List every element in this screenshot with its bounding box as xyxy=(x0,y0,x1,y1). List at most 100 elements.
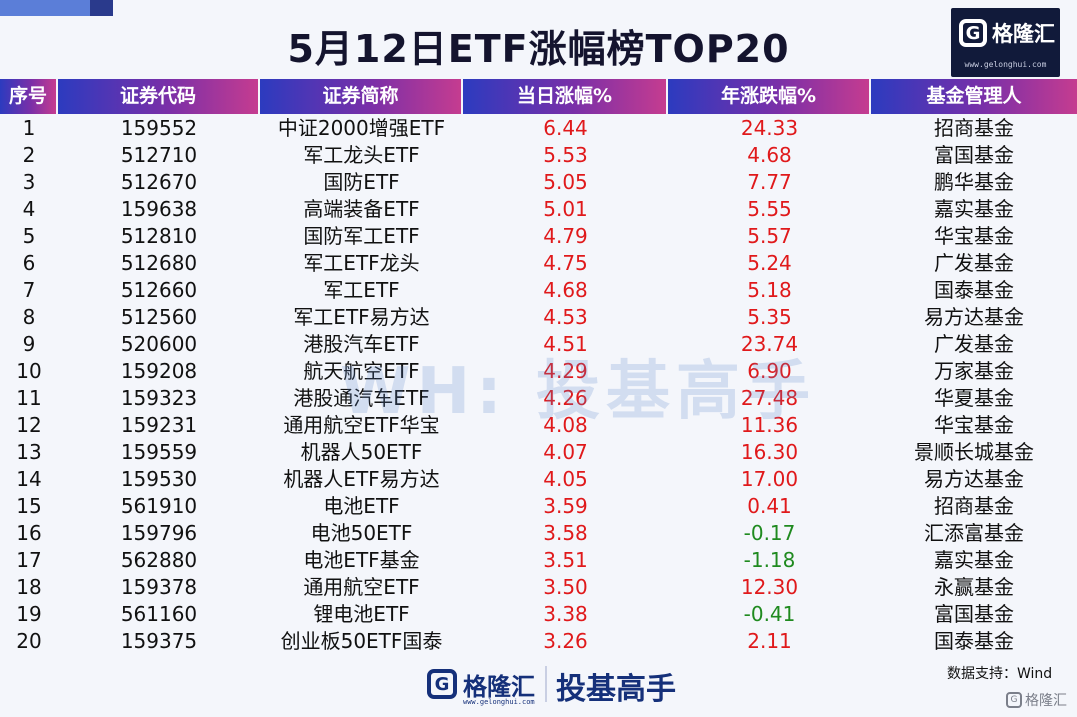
cell-manager: 国泰基金 xyxy=(934,629,1014,653)
table-row: 4 159638 高端装备ETF 5.01 5.55 嘉实基金 xyxy=(0,196,1077,223)
cell-day-change: 4.08 xyxy=(543,413,588,437)
cell-rank: 1 xyxy=(22,116,36,140)
cell-rank: 7 xyxy=(22,278,36,302)
cell-year-change: 11.36 xyxy=(740,413,799,437)
cell-name: 电池ETF xyxy=(323,494,400,518)
cell-name: 航天航空ETF xyxy=(303,359,420,383)
cell-rank: 11 xyxy=(16,386,42,410)
cell-rank: 2 xyxy=(22,143,36,167)
cell-day-change: 4.79 xyxy=(543,224,588,248)
cell-year-change: 12.30 xyxy=(740,575,799,599)
cell-year-change: -0.41 xyxy=(743,602,796,626)
cell-name: 电池ETF基金 xyxy=(303,548,420,572)
cell-day-change: 4.75 xyxy=(543,251,588,275)
footer-brand: 格隆汇 xyxy=(463,672,535,701)
cell-code: 561910 xyxy=(120,494,198,518)
cell-day-change: 3.51 xyxy=(543,548,588,572)
cell-name: 军工ETF易方达 xyxy=(293,305,430,329)
footer-g-icon: G xyxy=(427,669,457,699)
cell-rank: 14 xyxy=(16,467,42,491)
header-day-change: 当日涨幅% xyxy=(463,79,666,114)
cell-code: 562880 xyxy=(120,548,198,572)
cell-code: 159559 xyxy=(120,440,198,464)
cell-name: 国防ETF xyxy=(323,170,400,194)
cell-day-change: 4.53 xyxy=(543,305,588,329)
cell-day-change: 3.50 xyxy=(543,575,588,599)
footer-divider xyxy=(545,666,547,702)
cell-year-change: 2.11 xyxy=(747,629,792,653)
cell-code: 159231 xyxy=(120,413,198,437)
cell-manager: 广发基金 xyxy=(934,251,1014,275)
data-source: 数据支持：Wind xyxy=(947,666,1053,682)
table-row: 14 159530 机器人ETF易方达 4.05 17.00 易方达基金 xyxy=(0,466,1077,493)
cell-day-change: 6.44 xyxy=(543,116,588,140)
cell-rank: 10 xyxy=(16,359,42,383)
cell-manager: 易方达基金 xyxy=(924,305,1024,329)
table-row: 7 512660 军工ETF 4.68 5.18 国泰基金 xyxy=(0,277,1077,304)
cell-manager: 嘉实基金 xyxy=(934,548,1014,572)
table-row: 6 512680 军工ETF龙头 4.75 5.24 广发基金 xyxy=(0,250,1077,277)
cell-name: 中证2000增强ETF xyxy=(277,116,446,140)
table-row: 8 512560 军工ETF易方达 4.53 5.35 易方达基金 xyxy=(0,304,1077,331)
cell-year-change: 5.24 xyxy=(747,251,792,275)
cell-day-change: 3.58 xyxy=(543,521,588,545)
cell-manager: 富国基金 xyxy=(934,143,1014,167)
cell-year-change: -0.17 xyxy=(743,521,796,545)
cell-rank: 9 xyxy=(22,332,36,356)
cell-day-change: 5.05 xyxy=(543,170,588,194)
cell-code: 512670 xyxy=(120,170,198,194)
cell-name: 军工ETF xyxy=(323,278,400,302)
cell-name: 创业板50ETF国泰 xyxy=(280,629,443,653)
cell-year-change: 23.74 xyxy=(740,332,799,356)
cell-name: 港股通汽车ETF xyxy=(293,386,430,410)
cell-day-change: 3.26 xyxy=(543,629,588,653)
cell-day-change: 4.51 xyxy=(543,332,588,356)
cell-name: 国防军工ETF xyxy=(303,224,420,248)
cell-year-change: 5.57 xyxy=(747,224,792,248)
cell-day-change: 3.59 xyxy=(543,494,588,518)
cell-manager: 国泰基金 xyxy=(934,278,1014,302)
cell-year-change: 27.48 xyxy=(740,386,799,410)
logo-brand: 格隆汇 xyxy=(992,22,1055,46)
cell-manager: 华宝基金 xyxy=(934,224,1014,248)
cell-code: 561160 xyxy=(120,602,198,626)
cell-year-change: 4.68 xyxy=(747,143,792,167)
cell-code: 159638 xyxy=(120,197,198,221)
cell-name: 机器人50ETF xyxy=(300,440,423,464)
cell-code: 159796 xyxy=(120,521,198,545)
cell-rank: 12 xyxy=(16,413,42,437)
table-row: 2 512710 军工龙头ETF 5.53 4.68 富国基金 xyxy=(0,142,1077,169)
cell-code: 512560 xyxy=(120,305,198,329)
cell-rank: 5 xyxy=(22,224,36,248)
table-row: 3 512670 国防ETF 5.05 7.77 鹏华基金 xyxy=(0,169,1077,196)
cell-year-change: -1.18 xyxy=(743,548,796,572)
bottom-g-icon: G xyxy=(1006,692,1022,708)
cell-name: 通用航空ETF xyxy=(303,575,420,599)
table-header: 序号 证券代码 证券简称 当日涨幅% 年涨跌幅% 基金管理人 xyxy=(0,79,1077,114)
cell-manager: 景顺长城基金 xyxy=(914,440,1034,464)
cell-manager: 富国基金 xyxy=(934,602,1014,626)
cell-name: 军工ETF龙头 xyxy=(303,251,420,275)
table-row: 10 159208 航天航空ETF 4.29 6.90 万家基金 xyxy=(0,358,1077,385)
cell-year-change: 5.18 xyxy=(747,278,792,302)
table-row: 11 159323 港股通汽车ETF 4.26 27.48 华夏基金 xyxy=(0,385,1077,412)
cell-manager: 招商基金 xyxy=(934,494,1014,518)
cell-rank: 3 xyxy=(22,170,36,194)
cell-manager: 鹏华基金 xyxy=(934,170,1014,194)
cell-code: 159530 xyxy=(120,467,198,491)
cell-day-change: 4.68 xyxy=(543,278,588,302)
corner-decoration xyxy=(0,0,113,16)
cell-rank: 4 xyxy=(22,197,36,221)
table-row: 1 159552 中证2000增强ETF 6.44 24.33 招商基金 xyxy=(0,115,1077,142)
cell-year-change: 5.35 xyxy=(747,305,792,329)
cell-day-change: 4.26 xyxy=(543,386,588,410)
table-row: 16 159796 电池50ETF 3.58 -0.17 汇添富基金 xyxy=(0,520,1077,547)
cell-name: 高端装备ETF xyxy=(303,197,420,221)
gelonghui-logo: G 格隆汇 www.gelonghui.com xyxy=(951,8,1060,77)
cell-manager: 万家基金 xyxy=(934,359,1014,383)
cell-day-change: 3.38 xyxy=(543,602,588,626)
table-row: 9 520600 港股汽车ETF 4.51 23.74 广发基金 xyxy=(0,331,1077,358)
cell-code: 512680 xyxy=(120,251,198,275)
footer-slogan: 投基高手 xyxy=(556,672,676,707)
cell-code: 512810 xyxy=(120,224,198,248)
